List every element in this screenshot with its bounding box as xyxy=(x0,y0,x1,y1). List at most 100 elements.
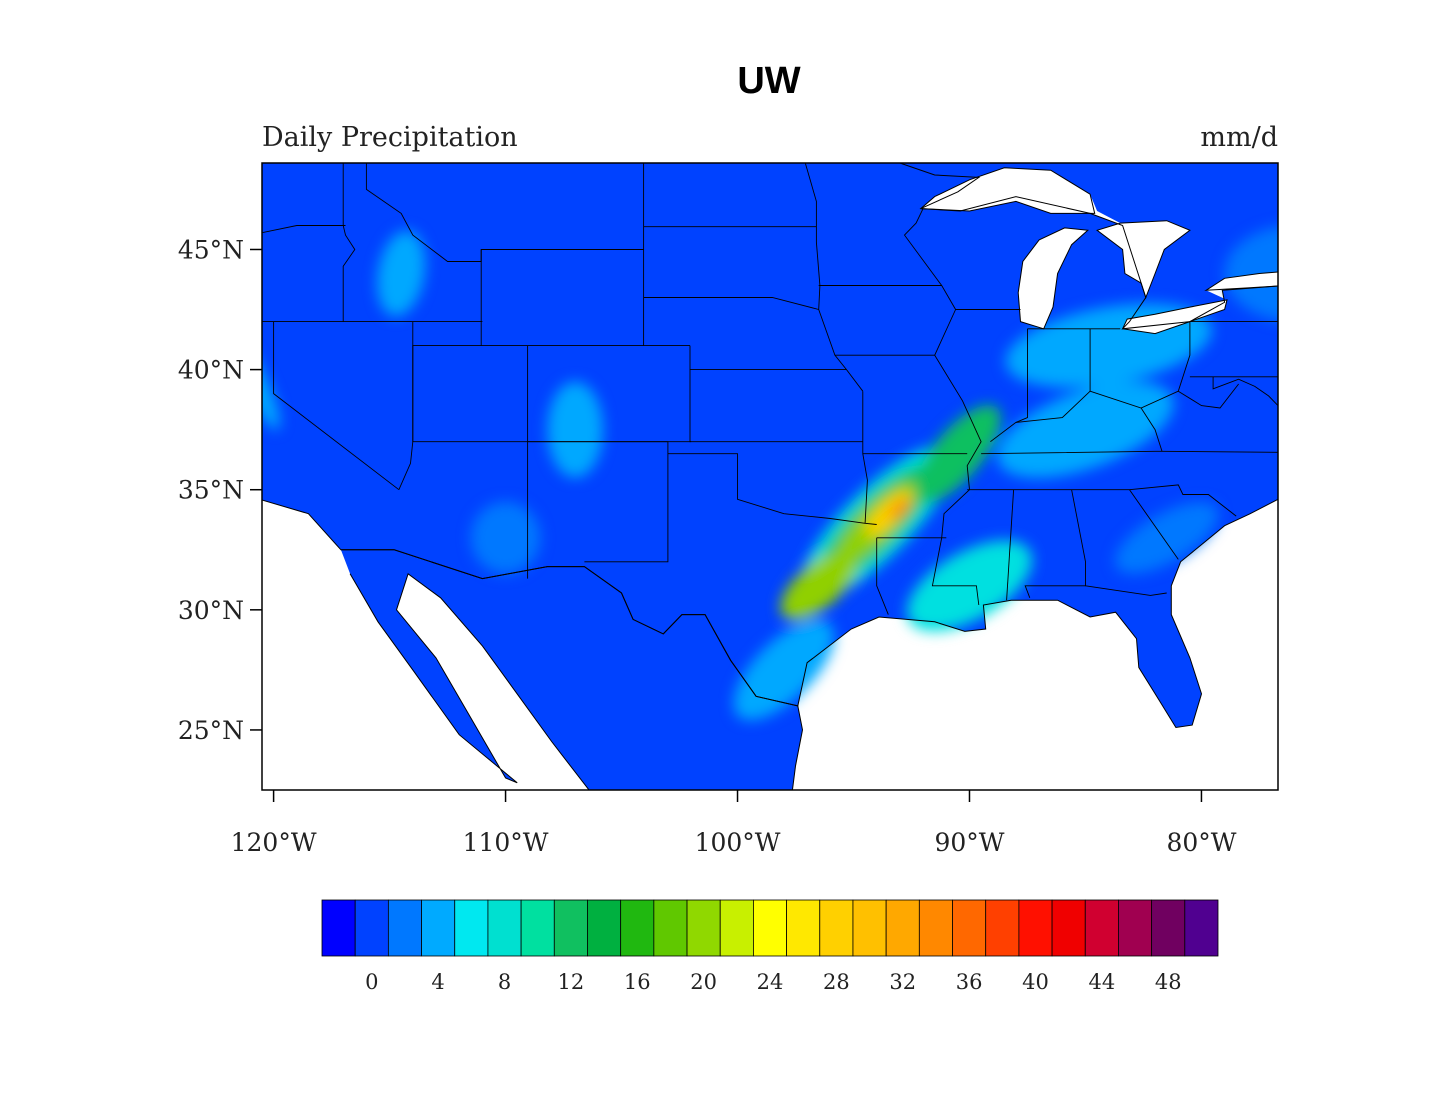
great-lakes xyxy=(919,167,1278,335)
precip-feature xyxy=(547,381,603,478)
precip-feature xyxy=(209,173,237,231)
lake-erie xyxy=(1121,299,1228,335)
lat-tick-label: 40°N xyxy=(178,356,244,385)
state-border xyxy=(1189,376,1278,378)
colorbar-bin xyxy=(1051,899,1086,957)
state-border xyxy=(643,297,819,310)
precip-feature xyxy=(1115,502,1219,574)
colorbar-tick-label: 40 xyxy=(1022,970,1049,994)
colorbar-bin xyxy=(653,899,688,957)
state-border xyxy=(1306,336,1325,382)
colorbar-tick-label: 0 xyxy=(365,970,378,994)
state-border xyxy=(342,163,356,322)
colorbar-bin xyxy=(321,899,356,957)
colorbar-bin xyxy=(852,899,887,957)
mexico-coastline xyxy=(340,549,804,790)
colorbar-bin xyxy=(918,899,953,957)
state-border xyxy=(876,537,889,615)
precip-feature xyxy=(889,498,911,520)
lat-tick-label: 45°N xyxy=(178,235,244,264)
colorbar-tick-label: 12 xyxy=(558,970,585,994)
lon-tick-label: 80°W xyxy=(1166,828,1236,857)
precip-feature xyxy=(997,381,1174,478)
state-border xyxy=(818,309,864,392)
colorbar-bin xyxy=(753,899,787,957)
colorbar-bin xyxy=(1118,899,1153,957)
state-border xyxy=(1348,250,1357,344)
lake-superior xyxy=(919,167,1096,214)
colorbar-tick-label: 20 xyxy=(690,970,717,994)
colorbar-bin xyxy=(1018,899,1053,957)
lat-tick-label: 35°N xyxy=(178,476,244,505)
state-border xyxy=(1085,585,1167,596)
state-border xyxy=(412,345,482,442)
colorbar-tick-label: 36 xyxy=(956,970,983,994)
state-borders xyxy=(262,163,1415,790)
lake-michigan xyxy=(1017,227,1089,330)
precip-feature xyxy=(180,195,229,351)
colorbar-bin xyxy=(819,899,854,957)
colorbar-bin xyxy=(1184,899,1219,957)
state-border xyxy=(1357,250,1408,305)
colorbar-tick-label: 4 xyxy=(431,970,444,994)
state-border xyxy=(1006,489,1015,601)
precip-feature xyxy=(470,501,541,574)
state-border xyxy=(262,225,346,234)
colorbar-bin xyxy=(985,899,1020,957)
colorbar-tick-label: 24 xyxy=(757,970,784,994)
colorbar-bin xyxy=(421,899,456,957)
colorbar-tick-label: 32 xyxy=(889,970,916,994)
colorbar-bin xyxy=(520,899,555,957)
state-border xyxy=(981,450,1278,455)
state-border xyxy=(1212,376,1278,407)
state-border xyxy=(1129,484,1237,517)
lon-tick-label: 90°W xyxy=(934,828,1004,857)
map-plot-area xyxy=(180,163,1415,790)
state-border xyxy=(1408,242,1415,295)
canada-base-field xyxy=(899,163,1278,322)
state-border xyxy=(1129,489,1179,560)
state-border xyxy=(1352,322,1408,334)
colorbar-bin xyxy=(587,899,622,957)
precip-feature xyxy=(780,551,857,620)
map-title: UW xyxy=(737,60,800,102)
colorbar-bin xyxy=(1084,899,1119,957)
precip-feature xyxy=(733,619,835,721)
colorbar: 0 4 8 12 16 20 24 28 32 36 40 44 48 xyxy=(321,899,1219,994)
units-subtitle: mm/d xyxy=(1200,122,1278,153)
colorbar-bin xyxy=(387,899,422,957)
colorbar-tick-label: 48 xyxy=(1155,970,1182,994)
state-border xyxy=(1189,321,1278,323)
lake-huron xyxy=(1096,220,1191,299)
lat-tick-label: 25°N xyxy=(178,716,244,745)
lat-tick-label: 30°N xyxy=(178,596,244,625)
colorbar-bin xyxy=(719,899,754,957)
precip-feature xyxy=(1224,226,1278,321)
lon-tick-label: 120°W xyxy=(231,828,317,857)
colorbar-bin xyxy=(487,899,522,957)
state-border xyxy=(273,321,400,491)
colorbar-bin xyxy=(354,899,389,957)
latitude-axis: 45°N 40°N 35°N 30°N 25°N xyxy=(178,235,262,745)
precip-feature xyxy=(377,230,426,317)
state-border xyxy=(990,328,1028,443)
state-border xyxy=(903,208,1021,310)
colorbar-bin xyxy=(786,899,821,957)
state-border xyxy=(365,163,644,262)
colorbar-tick-label: 16 xyxy=(624,970,651,994)
colorbar-bin xyxy=(454,899,489,957)
colorbar-tick-label: 44 xyxy=(1089,970,1116,994)
lon-tick-label: 110°W xyxy=(463,828,549,857)
lon-tick-label: 100°W xyxy=(695,828,781,857)
colorbar-tick-label: 28 xyxy=(823,970,850,994)
state-border xyxy=(527,441,669,563)
precip-feature xyxy=(262,333,280,430)
colorbar-bin xyxy=(553,899,588,957)
state-border xyxy=(689,369,863,443)
colorbar-bin xyxy=(620,899,655,957)
state-border xyxy=(1375,305,1391,322)
colorbar-bin xyxy=(885,899,920,957)
plot-frame xyxy=(261,162,1279,791)
colorbar-tick-label: 8 xyxy=(498,970,511,994)
